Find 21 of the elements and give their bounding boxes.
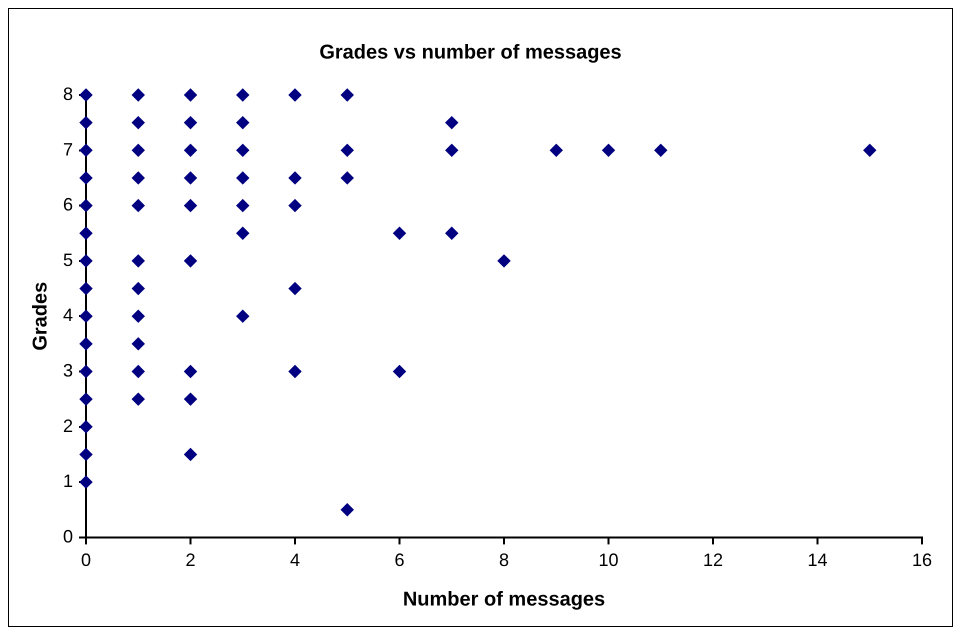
y-tick-label: 1	[62, 471, 74, 492]
y-tick-label: 3	[62, 360, 74, 380]
y-tick-label: 5	[62, 250, 74, 270]
chart-title: Grades vs number of messages	[319, 42, 622, 64]
y-axis-title: Grades	[30, 282, 52, 351]
x-tick-label: 14	[807, 550, 828, 570]
x-tick-label: 2	[186, 550, 196, 570]
y-tick-label: 7	[62, 139, 74, 160]
x-tick-label: 0	[81, 550, 92, 570]
y-tick-label: 6	[62, 194, 74, 215]
x-tick-label: 6	[394, 550, 405, 570]
y-tick-label: 0	[62, 526, 74, 546]
y-tick-label: 2	[62, 416, 74, 436]
x-tick-label: 4	[290, 550, 300, 570]
x-tick-label: 8	[499, 550, 510, 570]
y-tick-label: 8	[62, 84, 74, 104]
x-tick-label: 16	[912, 550, 932, 570]
x-tick-label: 10	[598, 550, 619, 570]
x-tick-label: 12	[702, 550, 724, 570]
x-axis-title: Number of messages	[402, 588, 606, 611]
y-tick-label: 4	[62, 305, 74, 326]
